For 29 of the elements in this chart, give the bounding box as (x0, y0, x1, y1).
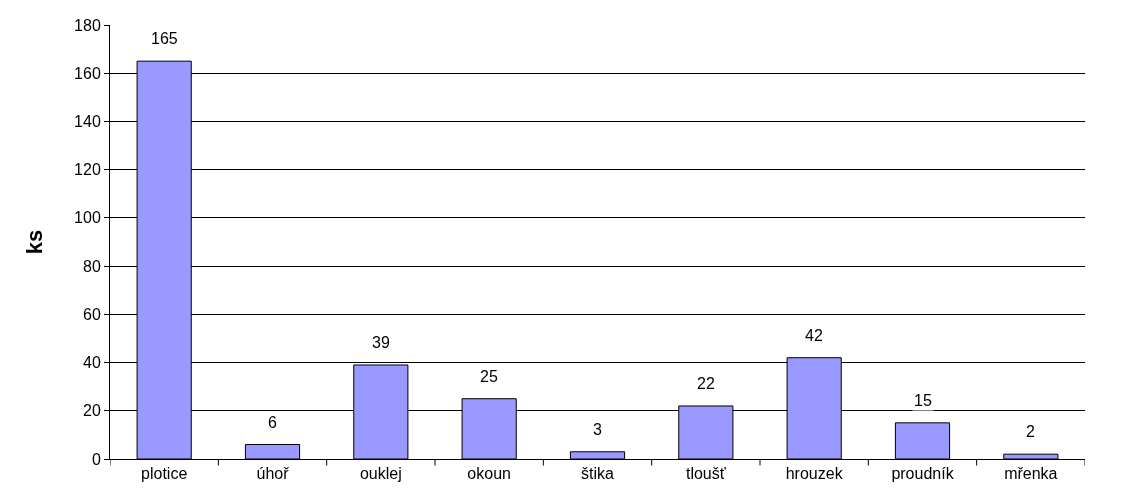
data-label: 165 (151, 30, 178, 47)
data-label: 15 (914, 392, 932, 409)
data-label: 6 (268, 414, 277, 431)
x-tick-label: okoun (467, 465, 511, 483)
x-tick-label: plotice (141, 465, 188, 483)
y-tick-label: 20 (83, 402, 101, 420)
y-tick-label: 40 (83, 354, 101, 372)
y-tick-label: 120 (74, 161, 101, 179)
data-label: 2 (1026, 423, 1035, 440)
x-tick-label: úhoř (256, 465, 290, 483)
x-tick-label: hrouzek (785, 465, 844, 483)
data-label: 22 (697, 375, 715, 392)
x-tick-label: proudník (891, 465, 955, 483)
x-tick-label: štika (581, 465, 615, 483)
y-tick-label: 60 (83, 305, 101, 323)
data-label: 39 (372, 334, 390, 351)
data-label: 42 (805, 327, 823, 344)
y-tick-label: 100 (74, 209, 101, 227)
x-tick-label: ouklej (359, 465, 402, 483)
x-tick-label: tloušť (685, 465, 727, 483)
y-tick-label: 140 (74, 113, 101, 131)
data-label: 3 (593, 421, 602, 438)
y-tick-label: 180 (74, 16, 101, 34)
y-tick-label: 160 (74, 64, 101, 82)
data-label: 25 (480, 368, 498, 385)
y-tick-label: 80 (83, 257, 101, 275)
y-axis-title: ks (21, 229, 47, 255)
y-tick-label: 0 (91, 450, 101, 468)
x-tick-label: mřenka (1004, 465, 1058, 483)
